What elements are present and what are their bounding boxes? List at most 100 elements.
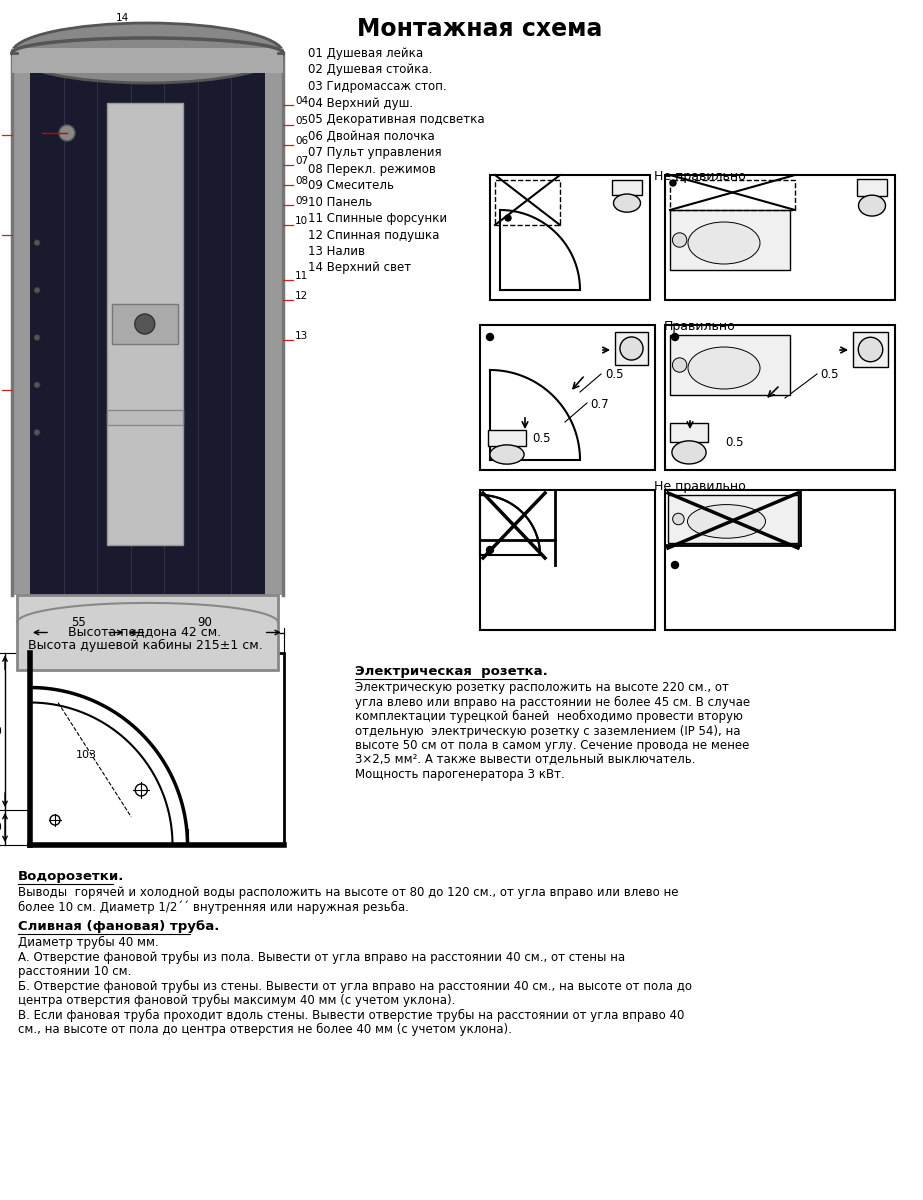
Circle shape	[34, 430, 40, 436]
Ellipse shape	[12, 23, 283, 83]
Circle shape	[670, 180, 676, 186]
Text: 04 Верхний душ.: 04 Верхний душ.	[308, 96, 414, 109]
Bar	[488, 430, 526, 445]
Text: Сливная (фановая) труба.: Сливная (фановая) труба.	[18, 920, 220, 934]
Bar	[12, 48, 283, 73]
Ellipse shape	[858, 196, 885, 216]
Text: 03 Гидромассаж стоп.: 03 Гидромассаж стоп.	[308, 80, 447, 92]
Circle shape	[673, 514, 684, 524]
Text: 0.5: 0.5	[725, 436, 744, 449]
Circle shape	[505, 215, 511, 221]
Text: 08 Перекл. режимов: 08 Перекл. режимов	[308, 162, 436, 175]
Bar	[670, 422, 708, 442]
Ellipse shape	[858, 337, 882, 361]
Text: А. Отверстие фановой трубы из пола. Вывести от угла вправо на расстоянии 40 см.,: А. Отверстие фановой трубы из пола. Выве…	[18, 950, 625, 964]
Bar	[490, 175, 650, 300]
Text: 11 Спинные форсунки: 11 Спинные форсунки	[308, 212, 447, 226]
Text: 07 Пульт управления: 07 Пульт управления	[308, 146, 441, 158]
Text: Выводы  горячей и холодной воды расположить на высоте от 80 до 120 см., от угла : Выводы горячей и холодной воды расположи…	[18, 886, 678, 899]
Bar	[265, 53, 283, 595]
Bar	[112, 304, 178, 344]
Circle shape	[34, 382, 40, 388]
Bar	[495, 180, 560, 226]
Text: 05 Декоративная подсветка: 05 Декоративная подсветка	[308, 113, 485, 126]
Text: 103: 103	[76, 750, 97, 760]
Text: 06 Двойная полочка: 06 Двойная полочка	[308, 130, 435, 143]
Text: комплектации турецкой баней  необходимо провести вторую: комплектации турецкой баней необходимо п…	[355, 710, 743, 724]
Ellipse shape	[688, 222, 760, 264]
Text: Правильно: Правильно	[665, 320, 736, 332]
Text: 10: 10	[295, 216, 308, 226]
Text: 11: 11	[295, 271, 308, 281]
Text: 14 Верхний свет: 14 Верхний свет	[308, 262, 411, 275]
Ellipse shape	[614, 194, 641, 212]
Text: 04: 04	[295, 96, 308, 106]
Circle shape	[135, 314, 155, 334]
Text: расстоянии 10 см.: расстоянии 10 см.	[18, 965, 131, 978]
Circle shape	[672, 233, 687, 247]
Text: 0.7: 0.7	[590, 398, 608, 412]
Text: 07: 07	[295, 156, 308, 166]
Text: см., на высоте от пола до центра отверстия не более 40 мм (с учетом уклона).: см., на высоте от пола до центра отверст…	[18, 1022, 512, 1036]
Text: Монтажная схема: Монтажная схема	[357, 17, 603, 41]
Text: Электрическую розетку расположить на высоте 220 см., от: Электрическую розетку расположить на выс…	[355, 680, 729, 694]
Text: 3×2,5 мм². А также вывести отдельный выключатель.: 3×2,5 мм². А также вывести отдельный вык…	[355, 754, 696, 767]
Bar	[480, 490, 655, 630]
Text: Мощность парогенератора 3 кВт.: Мощность парогенератора 3 кВт.	[355, 768, 565, 781]
Bar	[615, 332, 648, 365]
Ellipse shape	[672, 440, 706, 464]
Text: 13: 13	[295, 331, 308, 341]
Bar	[612, 180, 642, 194]
Bar	[665, 175, 895, 300]
Circle shape	[34, 240, 40, 246]
Ellipse shape	[688, 347, 760, 389]
Text: 09 Смеситель: 09 Смеситель	[308, 179, 394, 192]
Text: 12: 12	[295, 290, 308, 301]
Circle shape	[672, 358, 687, 372]
Bar	[12, 53, 283, 595]
Text: В. Если фановая труба проходит вдоль стены. Вывести отверстие трубы на расстояни: В. Если фановая труба проходит вдоль сте…	[18, 1008, 684, 1021]
Bar	[670, 335, 790, 395]
Text: Высота поддона 42 см.: Высота поддона 42 см.	[68, 625, 222, 638]
Circle shape	[486, 334, 494, 341]
Text: Электрическая  розетка.: Электрическая розетка.	[355, 665, 547, 678]
Ellipse shape	[620, 337, 643, 360]
Text: Б. Отверстие фановой трубы из стены. Вывести от угла вправо на расстоянии 40 см.: Б. Отверстие фановой трубы из стены. Выв…	[18, 979, 692, 992]
Text: 06: 06	[295, 136, 308, 146]
Bar	[665, 490, 895, 630]
Text: 09: 09	[295, 196, 308, 206]
Circle shape	[34, 287, 40, 293]
Bar	[107, 103, 183, 545]
Text: 90: 90	[198, 616, 212, 629]
Text: 01 Душевая лейка: 01 Душевая лейка	[308, 47, 423, 60]
Text: 05: 05	[295, 116, 308, 126]
Text: Высота душевой кабины 215±1 см.: Высота душевой кабины 215±1 см.	[28, 638, 262, 652]
Text: центра отверстия фановой трубы максимум 40 мм (с учетом уклона).: центра отверстия фановой трубы максимум …	[18, 994, 455, 1007]
Text: 20: 20	[0, 821, 2, 834]
Text: угла влево или вправо на расстоянии не более 45 см. В случае: угла влево или вправо на расстоянии не б…	[355, 696, 750, 708]
Text: 12 Спинная подушка: 12 Спинная подушка	[308, 228, 439, 241]
Bar	[12, 48, 283, 83]
Ellipse shape	[688, 504, 765, 538]
Text: более 10 см. Диаметр 1/2´´ внутренняя или наружная резьба.: более 10 см. Диаметр 1/2´´ внутренняя ил…	[18, 900, 409, 914]
Text: 0.5: 0.5	[605, 368, 624, 382]
Circle shape	[672, 562, 678, 569]
Bar	[668, 494, 798, 542]
Text: 10 Панель: 10 Панель	[308, 196, 372, 209]
Bar	[853, 332, 888, 367]
Bar	[107, 410, 183, 425]
Circle shape	[672, 334, 678, 341]
Bar	[670, 210, 790, 270]
Bar	[480, 325, 655, 470]
Bar	[857, 179, 887, 196]
Text: 0.5: 0.5	[532, 432, 550, 444]
Text: 02 Душевая стойка.: 02 Душевая стойка.	[308, 64, 432, 77]
Circle shape	[59, 125, 75, 140]
Text: 90: 90	[0, 725, 2, 738]
Bar	[17, 595, 278, 670]
Text: Не правильно: Не правильно	[654, 170, 746, 182]
Bar	[670, 180, 795, 210]
Bar	[665, 325, 895, 470]
Circle shape	[486, 546, 494, 553]
Text: 0.5: 0.5	[820, 368, 838, 382]
